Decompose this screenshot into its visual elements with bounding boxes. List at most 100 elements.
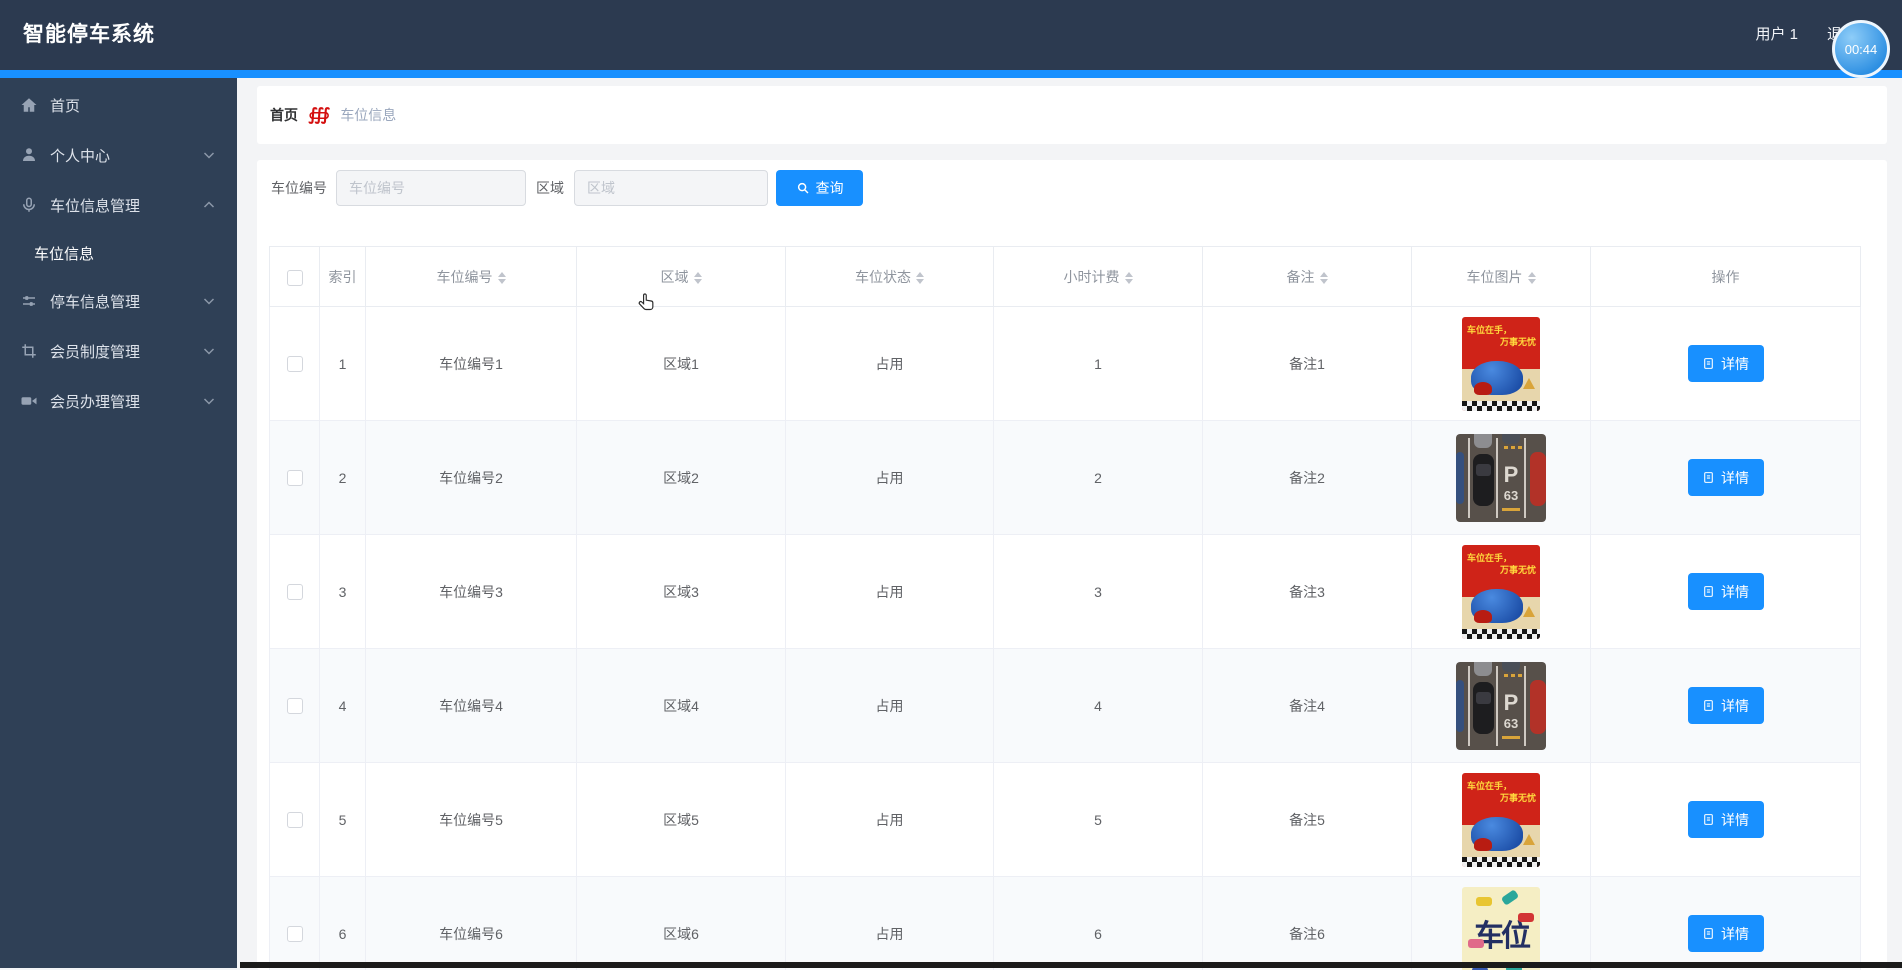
table-header-row: 索引 车位编号 区域 车位状态 小时计费 备注 车位图片 操作	[270, 247, 1861, 307]
cell-index: 3	[320, 535, 366, 649]
cell-note: 备注1	[1203, 307, 1412, 421]
sidebar-subitem-space-info[interactable]: 车位信息	[0, 230, 237, 276]
cell-area: 区域4	[577, 649, 786, 763]
col-hourly-fee[interactable]: 小时计费	[994, 247, 1203, 307]
cell-space-no: 车位编号3	[366, 535, 577, 649]
current-user[interactable]: 用户 1	[1755, 0, 1798, 70]
microphone-icon	[20, 196, 38, 214]
cell-status: 占用	[786, 649, 994, 763]
chevron-down-icon	[203, 347, 215, 355]
sidebar-item-personal-center[interactable]: 个人中心	[0, 130, 237, 180]
row-checkbox[interactable]	[287, 926, 303, 942]
row-checkbox[interactable]	[287, 470, 303, 486]
cell-area: 区域2	[577, 421, 786, 535]
sidebar-item-label: 会员办理管理	[50, 391, 140, 412]
sidebar-item-parking-info-mgmt[interactable]: 停车信息管理	[0, 276, 237, 326]
space-no-input[interactable]	[336, 170, 526, 206]
search-form: 车位编号 区域 查询	[271, 170, 863, 206]
row-checkbox[interactable]	[287, 698, 303, 714]
space-image-parking-photo: P 63	[1456, 662, 1546, 750]
detail-button[interactable]: 详情	[1688, 915, 1764, 952]
breadcrumb-separator-icon: ∰	[308, 105, 330, 125]
cell-hourly-fee: 6	[994, 877, 1203, 970]
col-status[interactable]: 车位状态	[786, 247, 994, 307]
cell-note: 备注2	[1203, 421, 1412, 535]
cell-area: 区域5	[577, 763, 786, 877]
sidebar-item-membership-handling-mgmt[interactable]: 会员办理管理	[0, 376, 237, 426]
cell-status: 占用	[786, 877, 994, 970]
horizontal-scrollbar[interactable]	[240, 962, 1902, 968]
search-button-label: 查询	[816, 178, 844, 198]
search-button[interactable]: 查询	[776, 170, 863, 206]
cell-note: 备注5	[1203, 763, 1412, 877]
cell-status: 占用	[786, 763, 994, 877]
search-icon	[796, 181, 810, 195]
crop-icon	[20, 342, 38, 360]
top-navbar: 智能停车系统 用户 1 退出	[0, 0, 1902, 70]
space-image-yellow-art: 车位	[1462, 887, 1540, 970]
cell-space-no: 车位编号5	[366, 763, 577, 877]
sidebar-item-membership-system-mgmt[interactable]: 会员制度管理	[0, 326, 237, 376]
document-icon	[1702, 356, 1715, 371]
detail-button[interactable]: 详情	[1688, 573, 1764, 610]
cell-hourly-fee: 4	[994, 649, 1203, 763]
content-card: 车位编号 区域 查询 索引 车位编号 区域 车位	[257, 160, 1887, 970]
cell-hourly-fee: 2	[994, 421, 1203, 535]
document-icon	[1702, 698, 1715, 713]
cell-space-no: 车位编号1	[366, 307, 577, 421]
timer-value: 00:44	[1845, 42, 1878, 57]
cell-status: 占用	[786, 307, 994, 421]
detail-button[interactable]: 详情	[1688, 459, 1764, 496]
select-all-checkbox[interactable]	[287, 270, 303, 286]
svg-text:P: P	[1504, 462, 1519, 487]
sliders-icon	[20, 292, 38, 310]
sort-carets	[1528, 272, 1536, 284]
cell-index: 2	[320, 421, 366, 535]
sidebar-item-space-info-mgmt[interactable]: 车位信息管理	[0, 180, 237, 230]
chevron-up-icon	[203, 201, 215, 209]
app-title: 智能停车系统	[23, 0, 155, 70]
cell-status: 占用	[786, 535, 994, 649]
row-checkbox[interactable]	[287, 584, 303, 600]
row-checkbox[interactable]	[287, 812, 303, 828]
cell-index: 6	[320, 877, 366, 970]
detail-button[interactable]: 详情	[1688, 687, 1764, 724]
sidebar-item-label: 个人中心	[50, 145, 110, 166]
document-icon	[1702, 470, 1715, 485]
detail-button[interactable]: 详情	[1688, 345, 1764, 382]
space-image-red-ad: 车位在手，万事无忧	[1462, 317, 1540, 411]
detail-button[interactable]: 详情	[1688, 801, 1764, 838]
sidebar-item-home[interactable]: 首页	[0, 80, 237, 130]
chevron-down-icon	[203, 297, 215, 305]
cell-area: 区域6	[577, 877, 786, 970]
sort-carets	[694, 272, 702, 284]
document-icon	[1702, 584, 1715, 599]
col-image[interactable]: 车位图片	[1412, 247, 1591, 307]
col-area[interactable]: 区域	[577, 247, 786, 307]
sidebar-item-label: 车位信息管理	[50, 195, 140, 216]
col-index: 索引	[320, 247, 366, 307]
breadcrumb-home-link[interactable]: 首页	[270, 105, 298, 125]
row-checkbox[interactable]	[287, 356, 303, 372]
chevron-down-icon	[203, 151, 215, 159]
chevron-down-icon	[203, 397, 215, 405]
sidebar-item-label: 停车信息管理	[50, 291, 140, 312]
sort-carets	[1125, 272, 1133, 284]
breadcrumb: 首页 ∰ 车位信息	[257, 86, 1887, 144]
sidebar-item-label: 会员制度管理	[50, 341, 140, 362]
area-label: 区域	[536, 178, 564, 198]
cell-index: 5	[320, 763, 366, 877]
video-camera-icon	[20, 392, 38, 410]
cell-hourly-fee: 3	[994, 535, 1203, 649]
document-icon	[1702, 812, 1715, 827]
col-actions: 操作	[1591, 247, 1861, 307]
cell-space-no: 车位编号6	[366, 877, 577, 970]
svg-text:63: 63	[1504, 716, 1518, 731]
space-image-red-ad: 车位在手，万事无忧	[1462, 773, 1540, 867]
table-row: 5 车位编号5 区域5 占用 5 备注5 车位在手，万事无忧 详情	[270, 763, 1861, 877]
col-space-no[interactable]: 车位编号	[366, 247, 577, 307]
cell-space-no: 车位编号2	[366, 421, 577, 535]
col-note[interactable]: 备注	[1203, 247, 1412, 307]
svg-text:63: 63	[1504, 488, 1518, 503]
area-input[interactable]	[574, 170, 768, 206]
